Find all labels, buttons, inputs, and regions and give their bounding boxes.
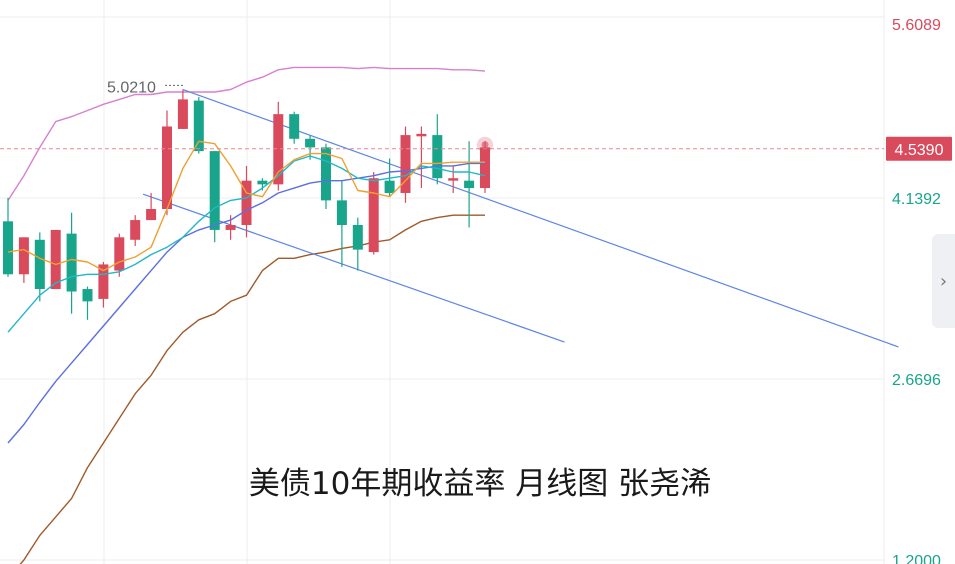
- candle: [34, 232, 45, 302]
- candle: [416, 126, 427, 189]
- candle: [336, 180, 347, 267]
- current-price-marker: [0, 136, 884, 153]
- candle-body: [98, 264, 109, 299]
- candle-body: [257, 180, 268, 185]
- candle-body: [114, 237, 125, 271]
- expand-panel-button[interactable]: ›: [932, 234, 955, 328]
- candle: [98, 261, 109, 308]
- candle: [209, 151, 220, 243]
- candle: [146, 192, 157, 221]
- chart-caption: 美债10年期收益率 月线图 张尧浠: [249, 466, 711, 502]
- chevron-right-icon: ›: [939, 270, 948, 292]
- candle-body: [162, 126, 172, 209]
- candle-body: [241, 180, 252, 226]
- candle-body: [34, 239, 45, 290]
- candle-body: [18, 237, 29, 275]
- ma20-line: [7, 162, 485, 444]
- candle-body: [66, 233, 77, 292]
- peak-value-label: 5.0210: [107, 79, 156, 96]
- current-price-label: 4.5390: [895, 142, 944, 159]
- candle: [18, 237, 29, 283]
- candle: [464, 141, 475, 228]
- candle: [66, 212, 77, 314]
- candle: [480, 141, 490, 193]
- indicator-lines: [7, 66, 486, 564]
- trend-lines: [142, 88, 899, 348]
- candle-body: [209, 151, 220, 230]
- boll-upper-line: [7, 66, 486, 201]
- current-price-dot: [481, 141, 489, 149]
- y-axis: 5.6089 4.1392 2.6696 1.2000 4.5390: [886, 17, 952, 564]
- moving-averages: [7, 140, 486, 444]
- candle: [400, 126, 411, 203]
- candle-body: [432, 135, 443, 179]
- y-tick-label: 4.1392: [892, 191, 941, 208]
- trend-line-0: [182, 88, 899, 348]
- candle-body: [193, 100, 204, 152]
- candle-body: [130, 220, 141, 240]
- candle: [321, 143, 331, 209]
- candle-body: [225, 225, 236, 230]
- candle-body: [177, 99, 188, 129]
- candle-body: [400, 135, 411, 193]
- current-price-badge: [886, 136, 952, 161]
- candle-body: [336, 200, 347, 226]
- y-tick-label: 2.6696: [892, 372, 941, 389]
- candles: [3, 89, 490, 320]
- candle: [241, 165, 252, 238]
- candle: [162, 110, 172, 216]
- ma10-line: [7, 155, 486, 333]
- candle-body: [146, 208, 157, 221]
- candle-body: [321, 147, 331, 201]
- candle-body: [480, 147, 490, 189]
- candle-body: [305, 138, 316, 148]
- candle: [82, 286, 93, 320]
- candle: [50, 229, 61, 290]
- candle-body: [273, 114, 284, 185]
- candle: [130, 215, 141, 246]
- candle: [368, 172, 379, 255]
- boll-lower-line: [19, 214, 485, 564]
- candle: [177, 89, 188, 129]
- candle: [225, 215, 236, 240]
- candle-body: [50, 229, 61, 290]
- candle-body: [464, 180, 475, 189]
- y-tick-label: 5.6089: [892, 17, 941, 34]
- candle: [3, 197, 13, 277]
- y-tick-label: 1.2000: [892, 553, 941, 564]
- candle-body: [352, 225, 363, 250]
- ma5-line: [7, 140, 485, 272]
- candle-body: [384, 180, 395, 193]
- candle-body: [82, 289, 93, 302]
- candle: [448, 165, 459, 193]
- candle-body: [448, 178, 459, 181]
- trend-line-1: [142, 193, 565, 343]
- candle-body: [3, 221, 13, 275]
- candle: [352, 217, 363, 271]
- candle-body: [289, 114, 300, 139]
- candle: [114, 233, 125, 277]
- candle: [193, 96, 204, 154]
- candle: [289, 111, 300, 144]
- candle-body: [416, 133, 427, 137]
- annotations: 5.0210: [107, 79, 185, 96]
- candle-body: [368, 178, 379, 253]
